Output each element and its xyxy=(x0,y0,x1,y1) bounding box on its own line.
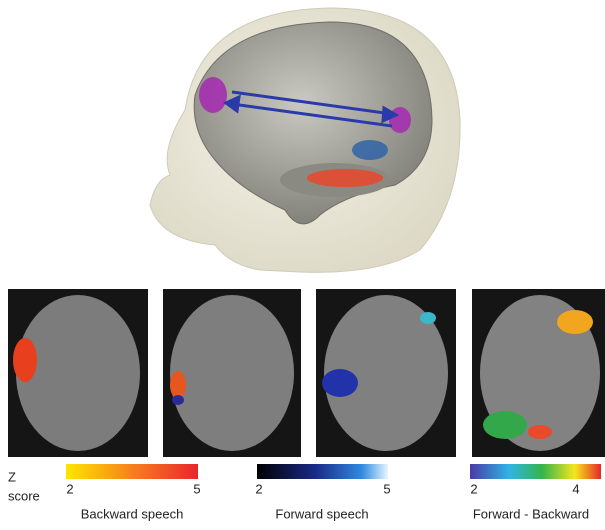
colorbar-min: 2 xyxy=(255,481,262,496)
z-label: Z xyxy=(8,469,16,484)
page: Z score 2 5 2 5 2 4 Backward speech Forw… xyxy=(0,0,605,530)
colorbar-min: 2 xyxy=(470,481,477,496)
mri-panels xyxy=(8,289,605,457)
activation-blob xyxy=(199,77,227,113)
activation-blob xyxy=(528,425,552,439)
activation-blob xyxy=(170,371,186,399)
colorbar-max: 5 xyxy=(193,481,200,496)
head-rendering xyxy=(150,8,460,272)
activation-blob xyxy=(389,107,411,133)
mri-brain xyxy=(170,295,294,451)
activation-blob xyxy=(557,310,593,334)
activation-blob xyxy=(420,312,436,324)
colorbar-caption: Forward - Backward xyxy=(473,506,589,521)
colorbar xyxy=(257,464,388,479)
activation-blob xyxy=(13,338,37,382)
colorbar-caption: Forward speech xyxy=(275,506,368,521)
activation-blob xyxy=(172,395,184,405)
colorbar xyxy=(470,464,601,479)
score-label: score xyxy=(8,488,40,503)
colorbar-caption: Backward speech xyxy=(81,506,184,521)
colorbar xyxy=(66,464,198,479)
figure: Z score 2 5 2 5 2 4 Backward speech Forw… xyxy=(0,0,605,525)
activation-blob xyxy=(307,169,383,187)
activation-blob xyxy=(352,140,388,160)
colorbar-min: 2 xyxy=(66,481,73,496)
colorbar-max: 4 xyxy=(572,481,579,496)
colorbar-max: 5 xyxy=(383,481,390,496)
activation-blob xyxy=(483,411,527,439)
activation-blob xyxy=(322,369,358,397)
